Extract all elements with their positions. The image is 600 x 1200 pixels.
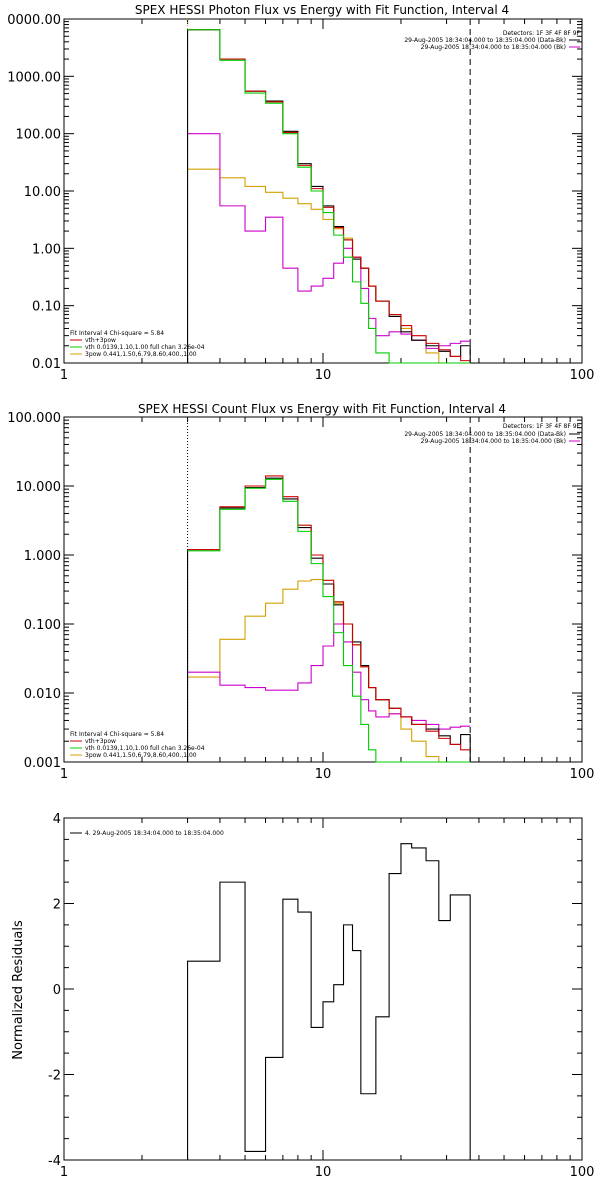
photon-ytick-label-5: 1000.00 — [7, 70, 61, 85]
photon-detectors-label: Detectors: 1F 3F 4F 8F 9F — [503, 30, 581, 37]
residuals-ytick-label-3: 2 — [53, 898, 61, 913]
count-ytick-label-0: 0.001 — [24, 756, 61, 771]
photon-ytick-label-6: 0000.00 — [7, 13, 61, 28]
residuals-plot-frame — [63, 817, 583, 1161]
count-flux-panel: SPEX HESSI Count Flux vs Energy with Fit… — [7, 402, 594, 782]
count-series-3pow — [187, 579, 471, 763]
photon-legend-left-entry-0: vth+3pow — [85, 337, 116, 344]
count-ytick-label-1: 0.010 — [24, 687, 61, 702]
count-detectors-label: Detectors: 1F 3F 4F 8F 9F — [503, 423, 581, 430]
count-ytick-label-5: 100.000 — [7, 411, 61, 426]
count-legend-right-entry-0: 29-Aug-2005 18:34:04.000 to 18:35:04.000… — [404, 431, 566, 438]
count-fit-label: Fit Interval 4 Chi-square = 5.84 — [70, 731, 164, 738]
residuals-xtick-label-2: 100 — [570, 1165, 595, 1180]
photon-series-3pow — [187, 168, 471, 364]
photon-ytick-label-4: 100.00 — [16, 128, 62, 143]
photon-legend-left: Fit Interval 4 Chi-square = 5.84 vth+3po… — [70, 330, 205, 358]
photon-legend-left-entry-1: vth 0.0139,1.10,1.00 full chan 3.26e-04 — [85, 344, 205, 351]
count-xtick-label-2: 100 — [570, 767, 595, 782]
residuals-ylabel: Normalized Residuals — [11, 920, 26, 1060]
count-series-vth-3pow — [187, 475, 471, 751]
residuals-ytick-label-1: -2 — [48, 1069, 61, 1084]
photon-fit-label: Fit Interval 4 Chi-square = 5.84 — [70, 330, 164, 337]
residuals-xtick-label-0: 1 — [60, 1165, 68, 1180]
photon-xtick-label-1: 10 — [315, 368, 332, 383]
photon-ytick-label-1: 0.10 — [32, 300, 61, 315]
residuals-ytick-label-4: 4 — [53, 812, 61, 827]
count-axis-ticks: 1 10 100 0.001 0.010 0.100 1.000 10.000 100.000 — [7, 411, 594, 782]
residuals-ytick-label-2: 0 — [53, 983, 61, 998]
photon-axis-ticks: 1 10 100 0.01 0.10 1.00 10.00 100.00 1000.00 0000… — [7, 13, 594, 383]
count-ytick-label-3: 1.000 — [24, 549, 61, 564]
residuals-panel: 1 10 100 -4 -2 0 2 4 Normalized Residuals 4. 29… — [11, 812, 594, 1180]
photon-chart-title: SPEX HESSI Photon Flux vs Energy with Fi… — [135, 3, 509, 17]
count-xtick-label-0: 1 — [60, 767, 68, 782]
count-series-data-bk — [187, 477, 471, 762]
photon-series-bk — [187, 133, 471, 349]
residuals-axis-ticks: 1 10 100 -4 -2 0 2 4 — [48, 812, 594, 1180]
photon-xtick-label-0: 1 — [60, 368, 68, 383]
residuals-legend-entry-0: 4. 29-Aug-2005 18:34:04.000 to 18:35:04.… — [85, 830, 224, 837]
count-legend-left-entry-1: vth 0.0139,1.10,1.00 full chan 3.26e-04 — [85, 745, 205, 752]
photon-series-vth — [187, 29, 471, 364]
photon-ytick-label-0: 0.01 — [32, 357, 61, 372]
count-ytick-label-2: 0.100 — [24, 618, 61, 633]
photon-series-data-bk — [187, 29, 471, 363]
residuals-series-group — [187, 843, 471, 1160]
count-series-vth — [187, 478, 471, 763]
count-ytick-label-4: 10.000 — [16, 480, 62, 495]
count-xtick-label-1: 10 — [315, 767, 332, 782]
residuals-ytick-label-0: -4 — [48, 1154, 61, 1169]
photon-xtick-label-2: 100 — [570, 368, 595, 383]
photon-flux-panel: SPEX HESSI Photon Flux vs Energy with Fi… — [7, 3, 594, 383]
count-legend-left-entry-2: 3pow 0.441,1.50,6.79,8.60,400.,1.00 — [85, 752, 197, 759]
count-legend-right: Detectors: 1F 3F 4F 8F 9F 29-Aug-2005 18… — [404, 423, 580, 445]
residuals-legend: 4. 29-Aug-2005 18:34:04.000 to 18:35:04.… — [70, 830, 224, 837]
residuals-xtick-label-1: 10 — [315, 1165, 332, 1180]
count-legend-right-entry-1: 29-Aug-2005 18:34:04.000 to 18:35:04.000… — [421, 438, 566, 445]
residuals-series-4-29-aug-2005-18-34-04-000-to-18-35-04-000 — [187, 843, 471, 1160]
photon-ytick-label-3: 10.00 — [24, 185, 61, 200]
count-series-group — [187, 417, 471, 763]
photon-legend-left-entry-2: 3pow 0.441,1.50,6.79,8.60,400.,1.00 — [85, 351, 197, 358]
photon-legend-right-entry-0: 29-Aug-2005 18:34:04.000 to 18:35:04.000… — [404, 37, 566, 44]
photon-legend-right: Detectors: 1F 3F 4F 8F 9F 29-Aug-2005 18… — [404, 30, 580, 51]
count-chart-title: SPEX HESSI Count Flux vs Energy with Fit… — [138, 402, 506, 416]
count-legend-left-entry-0: vth+3pow — [85, 738, 116, 745]
photon-legend-right-entry-1: 29-Aug-2005 18:34:04.000 to 18:35:04.000… — [421, 44, 566, 51]
photon-ytick-label-2: 1.00 — [32, 242, 61, 257]
count-legend-left: Fit Interval 4 Chi-square = 5.84 vth+3po… — [70, 731, 205, 759]
photon-series-group — [187, 19, 471, 364]
photon-series-vth-3pow — [187, 29, 471, 362]
count-series-bk — [187, 623, 471, 730]
